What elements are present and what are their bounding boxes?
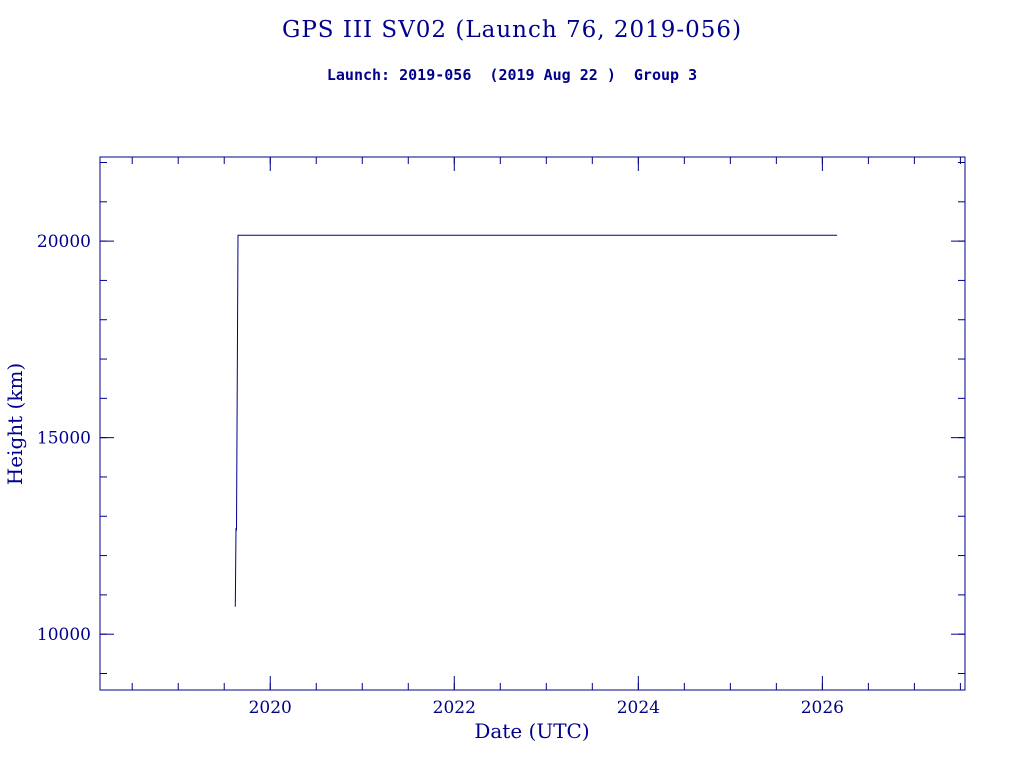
y-tick-label: 10000 [37, 625, 91, 645]
plot-frame [99, 156, 966, 691]
x-axis-label: Date (UTC) [474, 719, 590, 743]
x-tick-label: 2024 [617, 698, 660, 718]
chart-subtitle: Launch: 2019-056 (2019 Aug 22 ) Group 3 [326, 66, 698, 84]
y-tick-label: 15000 [37, 429, 91, 449]
x-tick-label: 2026 [801, 698, 844, 718]
y-tick-label: 20000 [37, 232, 91, 252]
tick-labels: 2020 2022 2024 2026 10000 15000 20000 [37, 232, 844, 718]
x-tick-label: 2022 [433, 698, 476, 718]
axis-ticks [100, 157, 965, 690]
series-orbit-height-km [234, 234, 838, 607]
chart-title: GPS III SV02 (Launch 76, 2019-056) [281, 17, 743, 43]
x-tick-label: 2020 [249, 698, 292, 718]
y-axis-label: Height (km) [3, 362, 27, 486]
